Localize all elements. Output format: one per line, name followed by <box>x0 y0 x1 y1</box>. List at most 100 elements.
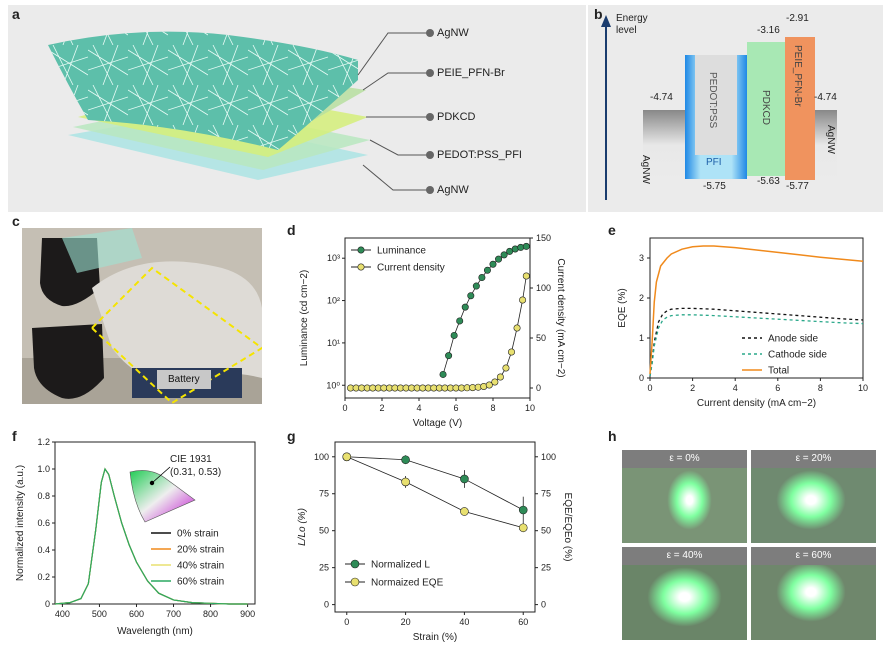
y-axis-label: Normalized intensity (a.u.) <box>15 465 26 581</box>
htl-label: PEDOT:PSS <box>707 72 718 129</box>
legend-marker <box>357 263 365 271</box>
legend-label: 40% strain <box>177 561 224 572</box>
y-tick-label: 2 <box>639 293 644 303</box>
cie-pointer <box>151 466 171 484</box>
panel-label-f: f <box>12 428 17 444</box>
current-point <box>491 378 499 386</box>
current-point <box>519 296 527 304</box>
x-axis-label: Current density (mA cm−2) <box>697 398 816 409</box>
luminance-point <box>500 251 508 259</box>
y2-tick-label: 50 <box>536 333 546 343</box>
luminance-point <box>489 260 497 268</box>
legend-label: Cathode side <box>768 350 827 361</box>
x-tick-label: 600 <box>129 609 144 619</box>
y-tick-label: 0 <box>45 599 50 609</box>
y2-tick-label: 0 <box>536 383 541 393</box>
legend-label: Total <box>768 366 789 377</box>
legend-label: 0% strain <box>177 529 219 540</box>
panel-label-c: c <box>12 213 20 229</box>
y-tick-label: 0.2 <box>37 572 50 582</box>
etl-bottom-value: -5.77 <box>786 181 809 192</box>
current-point <box>502 364 510 372</box>
x-tick-label: 0 <box>647 383 652 393</box>
cie-label: CIE 1931 <box>170 454 212 465</box>
x-tick-label: 4 <box>733 383 738 393</box>
plot-frame <box>344 237 531 399</box>
y-tick-label: 1.2 <box>37 437 50 447</box>
y-axis-label: L/Lo (%) <box>297 508 308 546</box>
x-tick-label: 60 <box>518 617 528 627</box>
luminance-point <box>456 317 464 325</box>
energy-pedot-inner <box>695 55 737 155</box>
eml-label: PDKCD <box>760 90 771 126</box>
layer-label-agnw-top: AgNW <box>437 27 469 39</box>
x-tick-label: 2 <box>379 403 384 413</box>
y-tick-label: 25 <box>319 563 329 573</box>
x-tick-label: 800 <box>203 609 218 619</box>
y-tick-label: 50 <box>319 526 329 536</box>
x-tick-label: 400 <box>55 609 70 619</box>
chart-d: 0 2 4 6 8 10 10⁰ 10¹ 10² 10³ 0 50 100 150 Voltage (V) L… <box>299 233 566 428</box>
legend-label: 20% strain <box>177 545 224 556</box>
y-tick-label: 0 <box>639 373 644 383</box>
data-point <box>460 507 469 516</box>
data-point <box>342 452 352 462</box>
legend-label: Luminance <box>377 246 426 257</box>
x-tick-label: 8 <box>818 383 823 393</box>
legend-label: Current density <box>377 263 445 274</box>
cie-diagram <box>129 466 196 523</box>
series-line <box>346 456 524 511</box>
layer-label-peie: PEIE_PFN-Br <box>437 67 505 79</box>
y2-tick-label: 75 <box>541 489 551 499</box>
y-tick-label: 75 <box>319 489 329 499</box>
luminance-point <box>472 282 480 290</box>
series-cathode-side <box>649 314 864 377</box>
x-tick-label: 4 <box>416 403 421 413</box>
right-electrode-label: AgNW <box>825 125 836 154</box>
y-tick-label: 10¹ <box>327 338 340 348</box>
energy-level-diagram <box>601 15 837 200</box>
current-point <box>522 272 530 280</box>
y2-tick-label: 150 <box>536 233 551 243</box>
panel-label-g: g <box>287 428 296 444</box>
energy-peie <box>785 37 815 180</box>
layer-label-agnw-bottom: AgNW <box>437 184 469 196</box>
y2-axis-label: EQE/EQEo (%) <box>562 493 573 562</box>
y-tick-label: 0 <box>324 600 329 610</box>
spectrum-60strain <box>54 467 248 605</box>
panel-label-h: h <box>608 428 617 444</box>
luminance-line <box>442 246 527 375</box>
strain-photo-grid: ε = 0% ε = 20% ε = 40% ε = 60% <box>622 450 876 640</box>
strain-label-60: ε = 60% <box>751 547 876 565</box>
current-line <box>350 275 527 389</box>
x-tick-label: 8 <box>490 403 495 413</box>
plot-frame <box>334 441 536 613</box>
x-tick-label: 6 <box>453 403 458 413</box>
y2-tick-label: 0 <box>541 600 546 610</box>
layer-stack-diagram <box>48 29 434 194</box>
luminance-point <box>495 255 503 263</box>
eml-top-value: -3.16 <box>757 25 780 36</box>
luminance-point <box>445 352 453 360</box>
x-tick-label: 10 <box>858 383 868 393</box>
x-axis-label: Wavelength (nm) <box>117 626 193 637</box>
strain-label-20: ε = 20% <box>751 450 876 468</box>
legend-label: Normaized EQE <box>371 578 444 589</box>
y2-tick-label: 50 <box>541 526 551 536</box>
strain-text-20: ε = 20% <box>795 453 832 464</box>
strain-label-0: ε = 0% <box>622 450 747 468</box>
y2-tick-label: 25 <box>541 563 551 573</box>
y-tick-label: 3 <box>639 253 644 263</box>
y-tick-label: 10² <box>327 296 340 306</box>
luminance-point <box>522 242 530 250</box>
legend-marker <box>350 577 360 587</box>
etl-label: PEIE_PFN-Br <box>792 45 803 107</box>
luminance-point <box>439 370 447 378</box>
x-tick-label: 10 <box>525 403 535 413</box>
y2-tick-label: 100 <box>536 283 551 293</box>
plot-frame <box>649 237 864 379</box>
y-tick-label: 10³ <box>327 253 340 263</box>
strain-text-40: ε = 40% <box>666 550 703 561</box>
panel-label-b: b <box>594 6 603 22</box>
device-photo: Battery <box>22 228 262 404</box>
